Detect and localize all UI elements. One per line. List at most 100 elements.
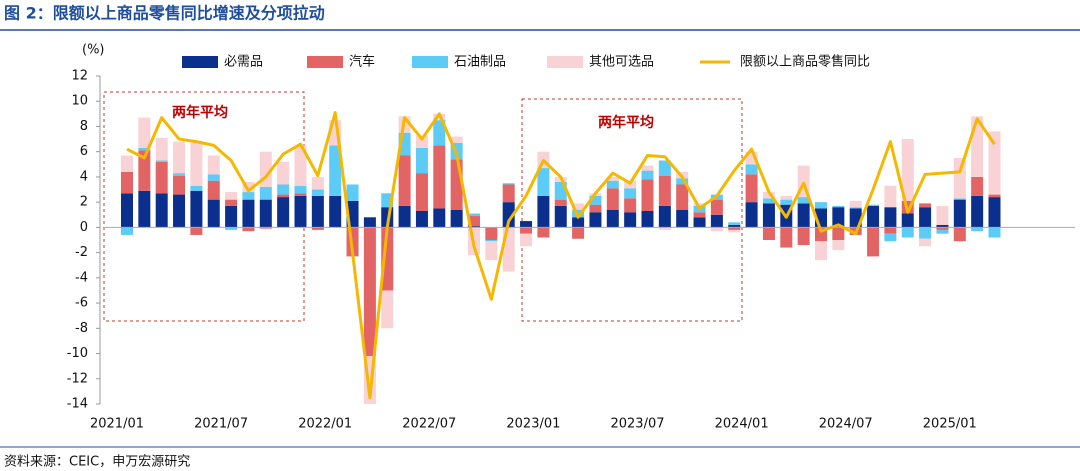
bar-segment [485,227,498,240]
bar-segment [901,227,914,238]
bar-segment [433,145,446,209]
bar-segment [606,180,619,189]
bar-segment [832,205,845,208]
bar-segment [919,207,932,228]
bar-segment [242,181,255,193]
bar-segment [762,192,775,199]
bar-segment [589,212,602,228]
bar-segment [277,184,290,195]
bar-segment [606,209,619,228]
bar-segment [398,155,411,206]
bar-segment [658,227,671,230]
bar-segment [624,198,637,213]
bar-segment [450,136,463,143]
bar-segment [294,193,307,196]
bar-segment [953,227,966,242]
bar-segment [433,120,446,146]
bar-segment [710,214,723,228]
bar-segment [121,155,133,172]
bar-segment [225,192,238,200]
annotation: 两年平均 [598,114,654,131]
bar-segment [363,227,376,357]
bar-segment [311,176,324,190]
bar-segment [190,190,203,228]
bar-segment [936,224,949,228]
bar-segment [728,224,741,228]
bar-segment [381,290,394,329]
bar-segment [173,194,186,228]
y-tick-label: 8 [80,119,88,134]
bar-segment [884,185,897,208]
bar-segment [676,209,689,228]
x-tick-label: 2023/01 [506,417,560,432]
bar-segment [832,207,845,228]
legend-marker [182,56,218,68]
bar-segment [190,227,203,235]
bar-segment [641,170,654,180]
y-tick-label: -8 [75,321,88,336]
legend-marker [307,56,343,68]
bar-segment [554,205,567,228]
bar-segment [589,195,602,205]
legend-label: 石油制品 [454,55,506,70]
bar-segment [745,202,758,228]
x-tick-label: 2021/07 [194,417,248,432]
bar-segment [919,238,932,247]
bar-segment [867,204,880,206]
bar-segment [780,199,793,205]
bar-segment [277,197,290,228]
bar-segment [832,240,845,251]
y-tick-label: -6 [75,296,88,311]
y-tick-label: -12 [67,371,88,386]
bar-segment [589,204,602,213]
chart-title: 图 2：限额以上商品零售同比增速及分项拉动 [4,4,325,23]
bar-segment [815,202,827,209]
bar-segment [919,227,932,239]
bar-segment [728,222,741,225]
x-tick-label: 2024/01 [715,417,769,432]
y-tick-label: 6 [80,144,88,159]
bar-segment [624,188,637,199]
bar-segment [953,158,966,199]
bar-segment [797,227,810,246]
bar-segment [207,155,220,175]
bar-segment [658,205,671,228]
bar-segment [710,227,723,232]
bar-segment [797,197,810,204]
bar-segment [207,199,220,228]
bar-segment [502,202,515,228]
bar-segment [173,175,186,195]
bar-segment [259,199,272,228]
bar-segment [225,199,238,206]
bar-segment [346,184,359,201]
bar-segment [415,147,428,174]
bar-segment [520,221,533,228]
bar-segment [867,227,880,257]
y-tick-label: 2 [80,195,88,210]
bar-segment [971,176,984,196]
bar-segment [121,171,133,194]
bar-segment [554,199,567,206]
bar-segment [502,183,515,185]
bar-segment [363,217,376,228]
bar-segment [155,161,168,194]
bar-segment [502,184,515,203]
bar-segment [242,227,255,232]
bar-segment [415,210,428,228]
annotation-box [521,98,743,322]
bar-segment [780,227,793,248]
bar-segment [537,227,550,238]
bar-segment [676,178,689,185]
bar-segment [936,227,949,230]
bar-segment [468,216,480,227]
bar-segment [398,205,411,228]
x-tick-label: 2021/01 [90,417,144,432]
bar-segment [606,176,619,181]
bar-segment [138,147,151,151]
legend-label: 其他可选品 [589,55,654,70]
bar-segment [884,233,897,242]
bar-segment [762,203,775,228]
bar-segment [641,179,654,211]
bar-segment [693,217,706,228]
bar-segment [311,189,324,196]
